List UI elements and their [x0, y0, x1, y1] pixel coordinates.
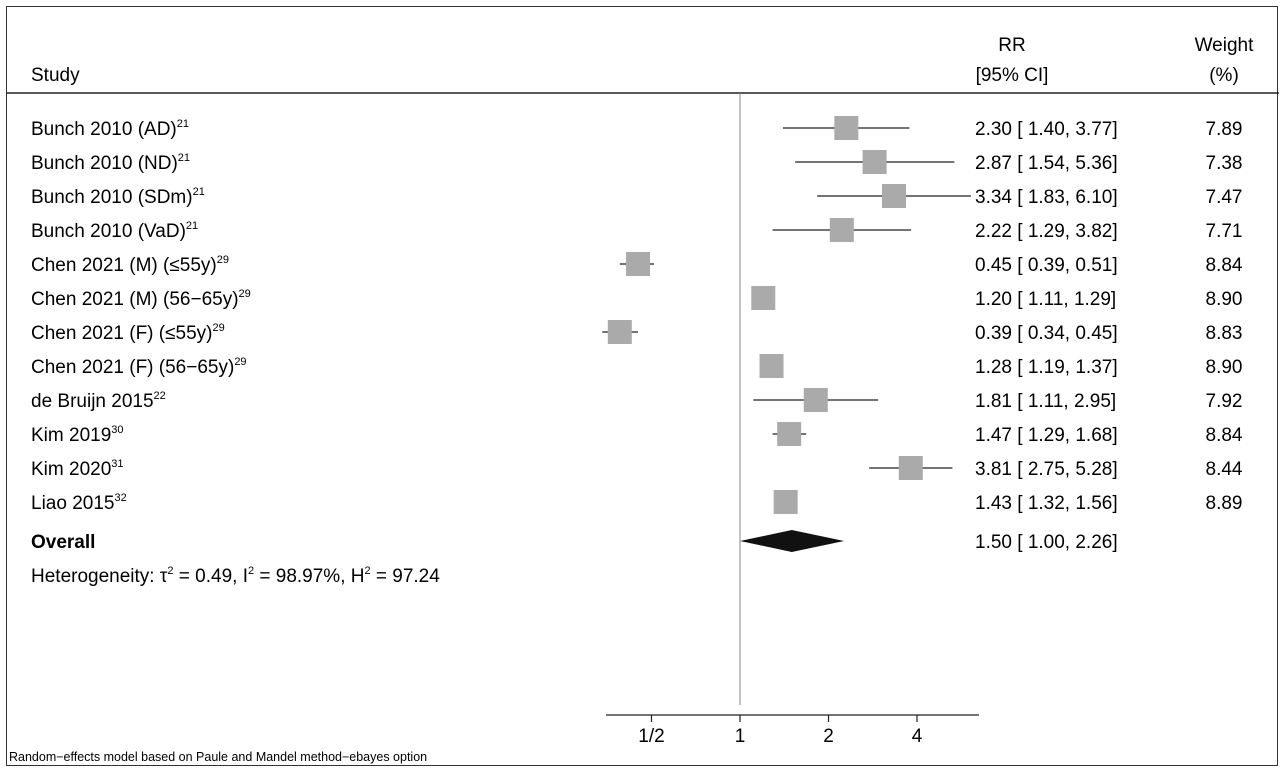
study-name: Bunch 2010 (ND)21: [31, 152, 190, 174]
effect-size-box: [881, 184, 906, 208]
study-rows: Bunch 2010 (AD)21 2.30 [ 1.40, 3.77] 7.89B…: [31, 116, 1243, 514]
study-row: Liao 201532 1.43 [ 1.32, 1.56] 8.89: [31, 490, 1242, 514]
x-tick-label: 2: [823, 726, 834, 747]
study-row: Chen 2021 (M) (≤55y)29 0.45 [ 0.39, 0.51]…: [31, 252, 1243, 276]
study-name: Liao 201532: [31, 492, 127, 514]
study-name: Bunch 2010 (SDm)21: [31, 186, 205, 208]
x-tick-label: 4: [912, 726, 923, 747]
rr-ci-value: 1.28 [ 1.19, 1.37]: [975, 357, 1118, 378]
overall-label: Overall: [31, 532, 95, 553]
weight-column-header-line2: (%): [1209, 65, 1239, 86]
study-name: Chen 2021 (M) (56−65y)29: [31, 288, 251, 310]
effect-size-box: [829, 218, 854, 242]
rr-ci-value: 0.39 [ 0.34, 0.45]: [975, 323, 1118, 344]
study-name: de Bruijn 201522: [31, 390, 166, 412]
rr-ci-value: 1.43 [ 1.32, 1.56]: [975, 493, 1118, 514]
study-name: Bunch 2010 (AD)21: [31, 118, 189, 140]
weight-value: 7.89: [1206, 119, 1243, 140]
study-name: Kim 202031: [31, 458, 124, 480]
overall-rr-ci-value: 1.50 [ 1.00, 2.26]: [975, 532, 1118, 553]
study-row: Bunch 2010 (SDm)21 3.34 [ 1.83, 6.10] 7.47: [31, 184, 1242, 208]
effect-size-box: [862, 150, 887, 174]
study-row: Chen 2021 (F) (56−65y)29 1.28 [ 1.19, 1.3…: [31, 354, 1242, 378]
effect-size-box: [607, 320, 632, 344]
rr-ci-value: 2.22 [ 1.29, 3.82]: [975, 221, 1118, 242]
study-row: Chen 2021 (F) (≤55y)29 0.39 [ 0.34, 0.45]…: [31, 320, 1242, 344]
rr-ci-value: 0.45 [ 0.39, 0.51]: [975, 255, 1118, 276]
rr-ci-value: 1.81 [ 1.11, 2.95]: [975, 391, 1116, 412]
effect-size-box: [777, 422, 802, 446]
table-header: Study RR [95% CI] Weight (%): [7, 35, 1279, 94]
study-name: Chen 2021 (F) (≤55y)29: [31, 322, 225, 344]
overall-row: Overall 1.50 [ 1.00, 2.26]: [31, 530, 1118, 553]
study-name: Chen 2021 (M) (≤55y)29: [31, 254, 229, 276]
weight-value: 8.90: [1206, 357, 1243, 378]
x-tick-label: 1/2: [638, 726, 664, 747]
rr-ci-value: 3.34 [ 1.83, 6.10]: [975, 187, 1118, 208]
x-tick-label: 1: [735, 726, 746, 747]
heterogeneity-row: Heterogeneity: τ2 = 0.49, I2 = 98.97%, H…: [31, 565, 440, 587]
study-name: Bunch 2010 (VaD)21: [31, 220, 198, 242]
study-row: Bunch 2010 (VaD)21 2.22 [ 1.29, 3.82] 7.71: [31, 218, 1242, 242]
weight-value: 8.83: [1206, 323, 1243, 344]
weight-value: 7.38: [1206, 153, 1243, 174]
effect-size-box: [834, 116, 859, 140]
study-column-header: Study: [31, 65, 80, 86]
weight-value: 8.89: [1206, 493, 1243, 514]
x-axis: 1/2 1 2 4: [605, 714, 979, 747]
rr-ci-value: 2.30 [ 1.40, 3.77]: [975, 119, 1118, 140]
footnote: Random−effects model based on Paule and …: [9, 750, 427, 764]
rr-ci-value: 1.47 [ 1.29, 1.68]: [975, 425, 1118, 446]
weight-value: 8.44: [1206, 459, 1243, 480]
weight-value: 7.71: [1206, 221, 1243, 242]
weight-value: 7.92: [1206, 391, 1243, 412]
forest-plot-frame: Study RR [95% CI] Weight (%) Bunch 2010 …: [6, 6, 1279, 766]
weight-value: 7.47: [1206, 187, 1243, 208]
rr-column-header-line1: RR: [998, 35, 1025, 56]
weight-value: 8.84: [1206, 425, 1243, 446]
rr-ci-value: 1.20 [ 1.11, 1.29]: [975, 289, 1116, 310]
forest-plot: Study RR [95% CI] Weight (%) Bunch 2010 …: [7, 35, 1279, 764]
study-row: Chen 2021 (M) (56−65y)29 1.20 [ 1.11, 1.2…: [31, 286, 1242, 310]
effect-size-box: [773, 490, 798, 514]
effect-size-box: [803, 388, 828, 412]
study-row: Bunch 2010 (AD)21 2.30 [ 1.40, 3.77] 7.89: [31, 116, 1242, 140]
study-row: Kim 202031 3.81 [ 2.75, 5.28] 8.44: [31, 456, 1243, 480]
study-row: Bunch 2010 (ND)21 2.87 [ 1.54, 5.36] 7.38: [31, 150, 1242, 174]
study-name: Kim 201930: [31, 424, 124, 446]
effect-size-box: [626, 252, 651, 276]
study-name: Chen 2021 (F) (56−65y)29: [31, 356, 247, 378]
study-row: de Bruijn 201522 1.81 [ 1.11, 2.95] 7.92: [31, 388, 1242, 412]
heterogeneity-stats: Heterogeneity: τ2 = 0.49, I2 = 98.97%, H…: [31, 565, 440, 587]
effect-size-box: [898, 456, 923, 480]
rr-ci-value: 3.81 [ 2.75, 5.28]: [975, 459, 1118, 480]
overall-diamond: [740, 530, 845, 552]
effect-size-box: [751, 286, 776, 310]
effect-size-box: [759, 354, 784, 378]
study-row: Kim 201930 1.47 [ 1.29, 1.68] 8.84: [31, 422, 1243, 446]
weight-column-header-line1: Weight: [1195, 35, 1255, 56]
rr-column-header-line2: [95% CI]: [976, 65, 1049, 86]
weight-value: 8.84: [1206, 255, 1243, 276]
rr-ci-value: 2.87 [ 1.54, 5.36]: [975, 153, 1118, 174]
weight-value: 8.90: [1206, 289, 1243, 310]
